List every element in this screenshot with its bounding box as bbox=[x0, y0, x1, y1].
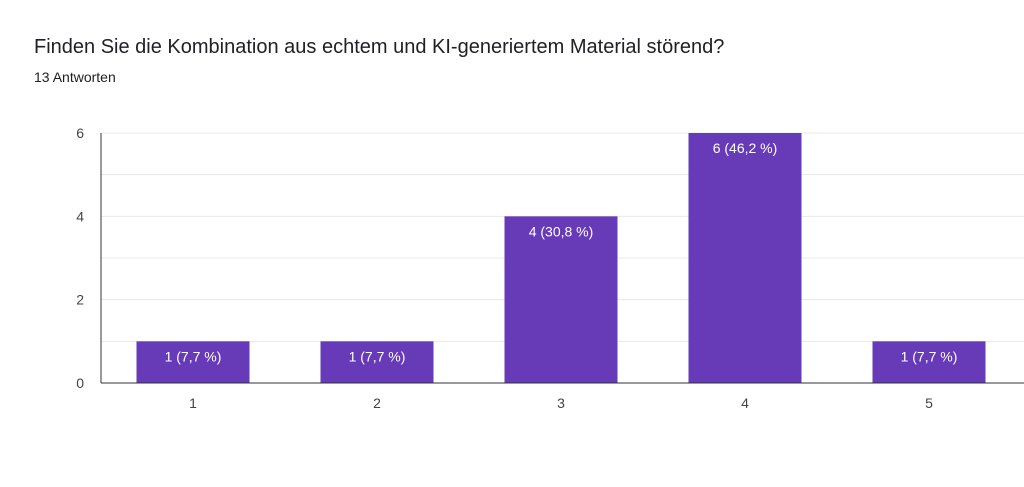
data-label: 1 (7,7 %) bbox=[901, 348, 958, 364]
x-tick-label: 3 bbox=[557, 395, 565, 411]
bar bbox=[688, 133, 802, 383]
bars bbox=[136, 133, 986, 383]
x-tick-label: 4 bbox=[741, 395, 749, 411]
bar bbox=[504, 216, 618, 383]
y-tick-label: 6 bbox=[76, 125, 84, 141]
chart-title: Finden Sie die Kombination aus echtem un… bbox=[34, 36, 725, 58]
data-label: 1 (7,7 %) bbox=[165, 348, 222, 364]
bar bbox=[320, 341, 434, 383]
bar bbox=[872, 341, 986, 383]
data-label: 6 (46,2 %) bbox=[713, 140, 778, 156]
x-tick-label: 5 bbox=[925, 395, 933, 411]
data-label: 1 (7,7 %) bbox=[349, 348, 406, 364]
y-tick-label: 4 bbox=[76, 208, 84, 224]
data-label: 4 (30,8 %) bbox=[529, 223, 594, 239]
labels: 1 (7,7 %) 1 (7,7 %) 4 (30,8 %) 6 (46,2 %) 1 … bbox=[165, 140, 958, 364]
y-tick-label: 0 bbox=[76, 375, 84, 391]
x-tick-label: 2 bbox=[373, 395, 381, 411]
axes: 0 2 4 6 1 2 3 4 5 bbox=[76, 125, 1024, 411]
y-tick-label: 2 bbox=[76, 292, 84, 308]
x-tick-label: 1 bbox=[189, 395, 197, 411]
response-count: 13 Antworten bbox=[34, 69, 116, 85]
bar bbox=[136, 341, 250, 383]
